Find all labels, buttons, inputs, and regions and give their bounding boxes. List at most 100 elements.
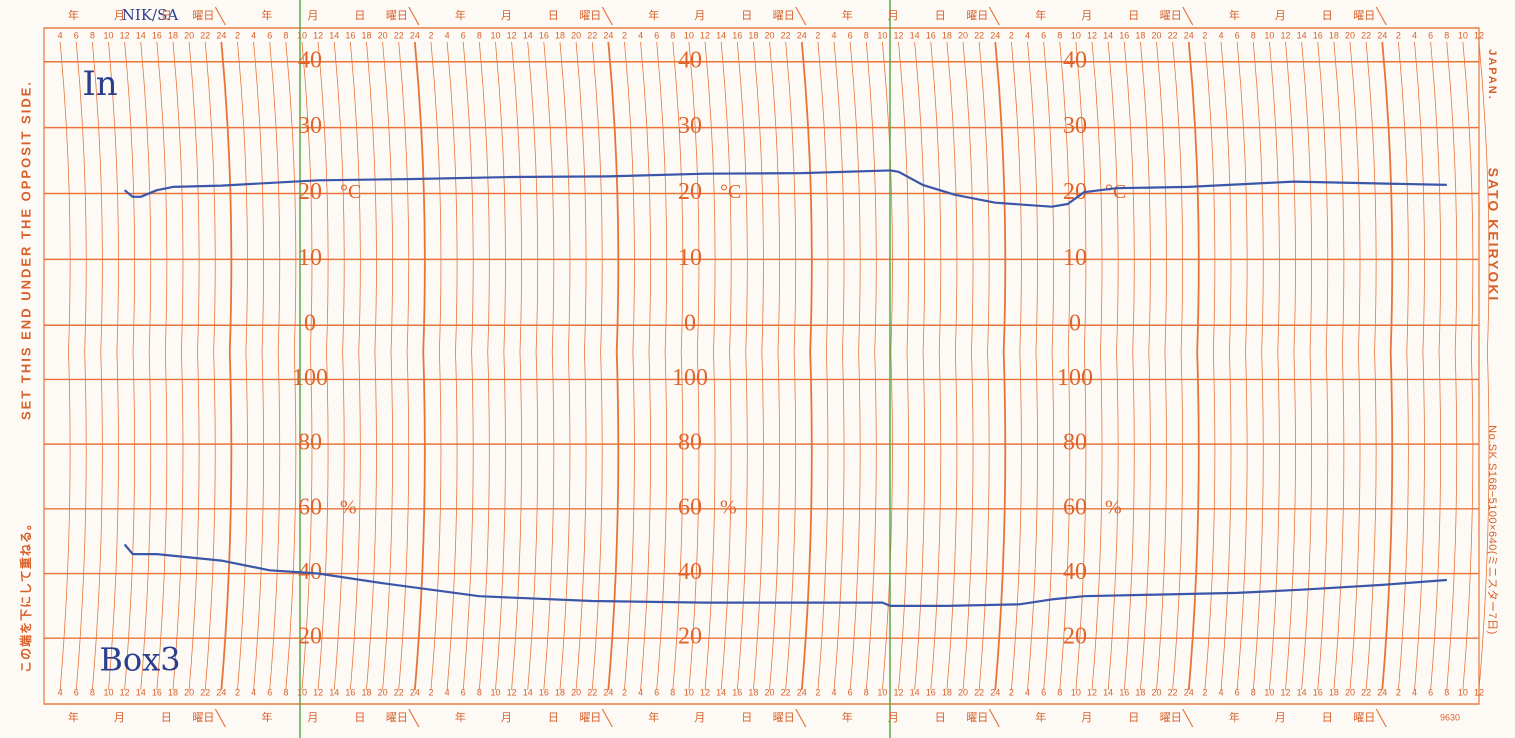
x-tick-label: 4: [638, 30, 643, 40]
x-tick-label: 2: [428, 687, 433, 697]
x-tick-label: 8: [283, 30, 288, 40]
x-tick-label: 4: [251, 30, 256, 40]
day-header: 月: [114, 712, 125, 724]
x-tick-label: 10: [1264, 687, 1274, 697]
x-tick-label: 18: [748, 687, 758, 697]
day-header: 年: [455, 8, 466, 22]
x-tick-label: 12: [313, 687, 323, 697]
x-tick-label: 10: [297, 30, 307, 40]
day-header: 曜日: [966, 9, 988, 22]
x-tick-label: 18: [942, 30, 952, 40]
day-header: 曜日: [1160, 711, 1182, 724]
x-tick-label: 20: [765, 687, 775, 697]
x-tick-label: 8: [1251, 687, 1256, 697]
x-tick-label: 8: [477, 30, 482, 40]
x-tick-label: 12: [1474, 30, 1484, 40]
x-tick-label: 12: [1474, 687, 1484, 697]
code: 9630: [1440, 712, 1460, 722]
x-tick-label: 16: [1119, 687, 1129, 697]
x-tick-label: 24: [410, 30, 420, 40]
x-tick-label: 4: [1219, 687, 1224, 697]
day-header: 曜日: [579, 711, 601, 724]
y-tick-label: 30: [298, 113, 322, 139]
x-tick-label: 18: [1329, 30, 1339, 40]
x-tick-label: 16: [926, 687, 936, 697]
x-tick-label: 10: [297, 687, 307, 697]
x-tick-label: 10: [103, 687, 113, 697]
x-tick-label: 4: [251, 687, 256, 697]
y-tick-label: 0: [684, 311, 696, 337]
y-tick-label: 10: [1063, 245, 1087, 271]
x-tick-label: 20: [184, 687, 194, 697]
day-header: 月: [888, 712, 899, 724]
x-tick-label: 6: [1235, 687, 1240, 697]
x-tick-label: 4: [445, 687, 450, 697]
day-header: 日: [1322, 10, 1333, 22]
x-tick-label: 2: [622, 687, 627, 697]
x-tick-label: 20: [378, 687, 388, 697]
x-tick-label: 14: [910, 30, 920, 40]
day-header: 年: [261, 8, 272, 22]
x-tick-label: 6: [267, 687, 272, 697]
day-header: 日: [1128, 712, 1139, 724]
day-header: 月: [1275, 10, 1286, 22]
x-tick-label: 12: [507, 687, 517, 697]
x-tick-label: 4: [638, 687, 643, 697]
y-tick-label: 60: [1063, 494, 1087, 520]
y-tick-label: 40: [1063, 47, 1087, 73]
x-tick-label: 2: [428, 30, 433, 40]
x-tick-label: 18: [555, 30, 565, 40]
x-tick-label: 22: [1168, 30, 1178, 40]
annotation: In: [82, 64, 117, 104]
x-tick-label: 2: [1202, 687, 1207, 697]
x-tick-label: 20: [1345, 687, 1355, 697]
x-tick-label: 4: [445, 30, 450, 40]
day-header: 曜日: [192, 9, 214, 22]
x-tick-label: 20: [1152, 687, 1162, 697]
x-tick-label: 14: [1297, 687, 1307, 697]
day-header: 月: [888, 10, 899, 22]
day-header: 日: [1128, 10, 1139, 22]
day-header: 年: [1035, 8, 1046, 22]
x-tick-label: 2: [1009, 30, 1014, 40]
x-tick-label: 18: [1135, 687, 1145, 697]
x-tick-label: 4: [832, 687, 837, 697]
y-tick-label: 10: [298, 245, 322, 271]
x-tick-label: 16: [152, 30, 162, 40]
y-tick-label: 10: [678, 245, 702, 271]
x-tick-label: 10: [490, 30, 500, 40]
x-tick-label: 12: [894, 30, 904, 40]
x-tick-label: 6: [1041, 30, 1046, 40]
x-tick-label: 24: [603, 30, 613, 40]
y-tick-label: 80: [1063, 430, 1087, 456]
x-tick-label: 24: [216, 687, 226, 697]
day-header: 日: [354, 10, 365, 22]
x-tick-label: 2: [622, 30, 627, 40]
y-tick-label: 100: [672, 365, 708, 391]
x-tick-label: 6: [1428, 30, 1433, 40]
x-tick-label: 24: [1184, 30, 1194, 40]
x-tick-label: 22: [394, 30, 404, 40]
side-text: SET THIS END UNDER THE OPPOSIT SIDE.: [18, 80, 33, 420]
x-tick-label: 4: [1025, 30, 1030, 40]
x-tick-label: 8: [864, 687, 869, 697]
x-tick-label: 22: [394, 687, 404, 697]
x-tick-label: 24: [797, 687, 807, 697]
x-tick-label: 18: [1329, 687, 1339, 697]
day-header: 曜日: [386, 9, 408, 22]
x-tick-label: 6: [267, 30, 272, 40]
x-tick-label: 10: [877, 687, 887, 697]
y-tick-label: 60: [678, 494, 702, 520]
x-tick-label: 2: [235, 687, 240, 697]
day-header: 曜日: [1353, 9, 1375, 22]
day-header: 月: [694, 712, 705, 724]
x-tick-label: 4: [58, 30, 63, 40]
day-header: 曜日: [1160, 9, 1182, 22]
x-tick-label: 20: [958, 30, 968, 40]
x-tick-label: 2: [1396, 687, 1401, 697]
x-tick-label: 24: [797, 30, 807, 40]
x-tick-label: 12: [1087, 687, 1097, 697]
unit-label: %: [720, 496, 737, 518]
x-tick-label: 24: [1184, 687, 1194, 697]
x-tick-label: 14: [1103, 30, 1113, 40]
